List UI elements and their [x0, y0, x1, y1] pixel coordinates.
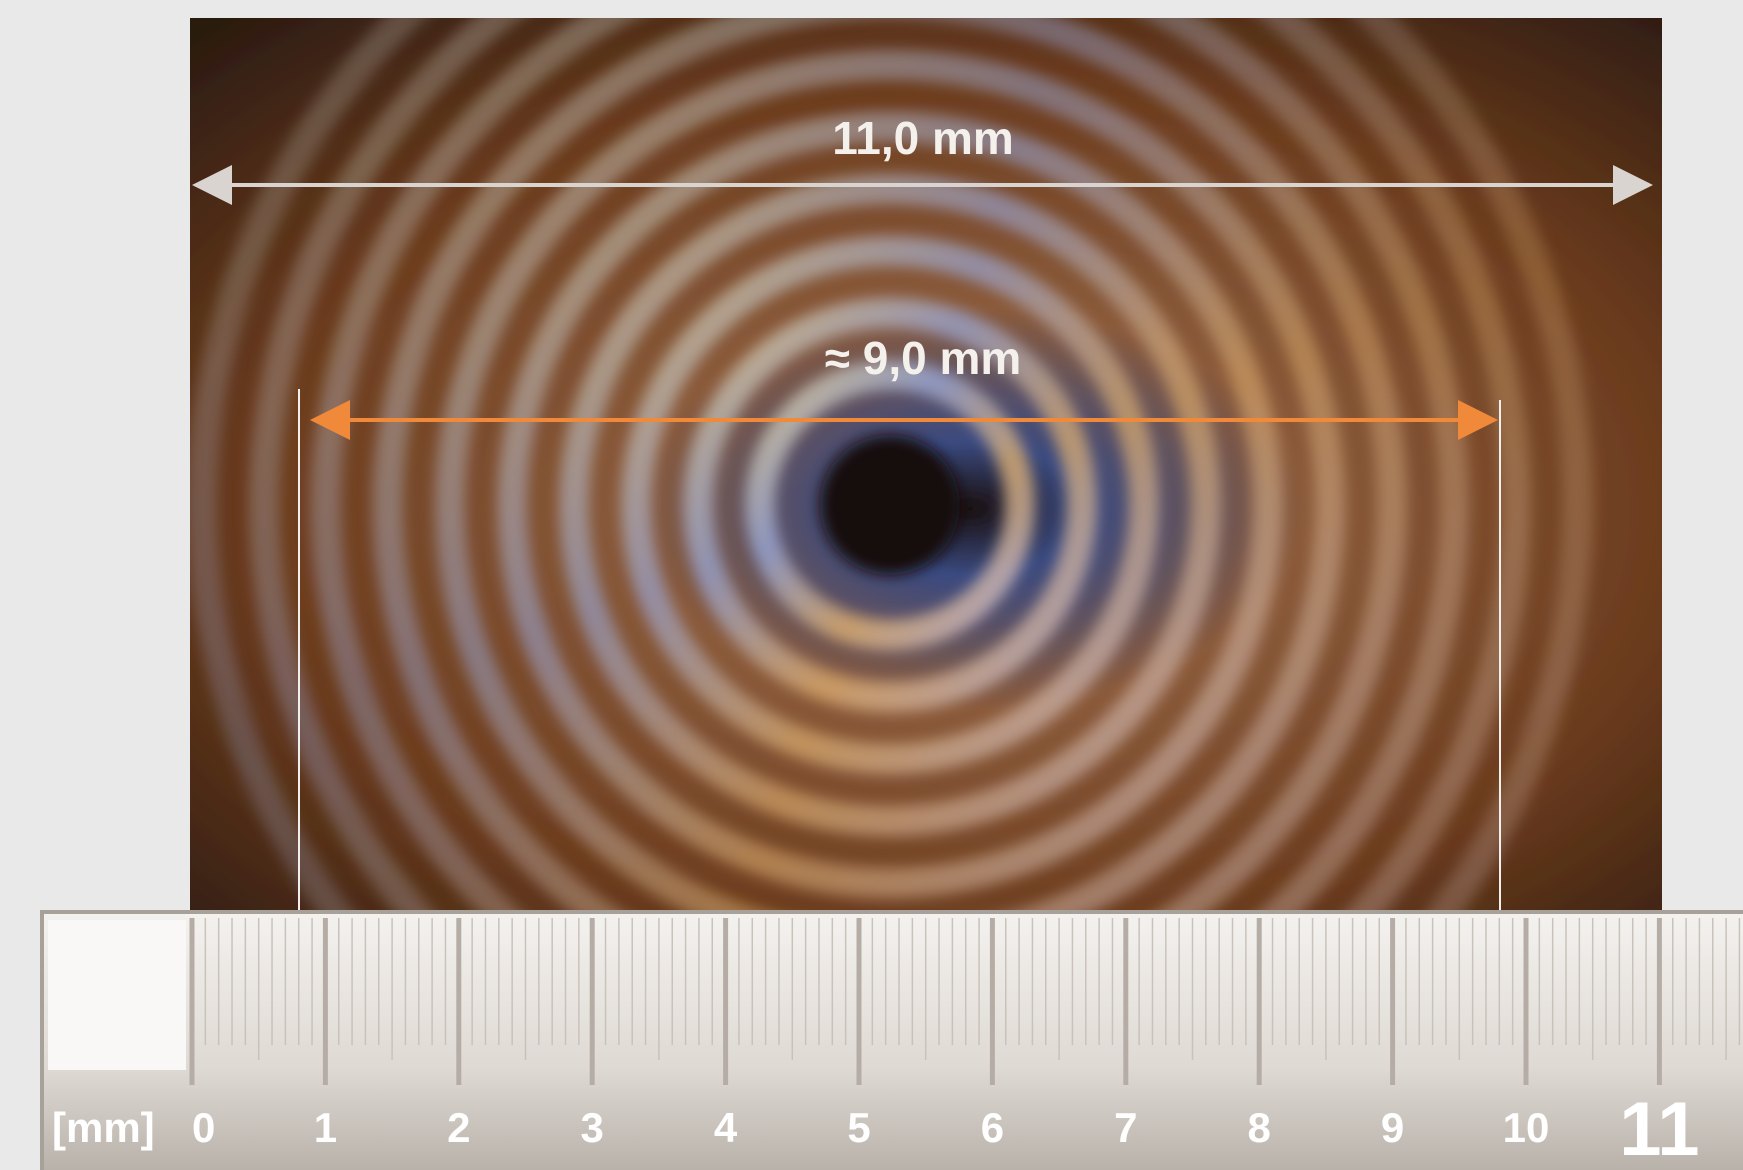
center: [820, 435, 960, 575]
ruler-label: 4: [714, 1104, 738, 1151]
ruler-label: 7: [1114, 1104, 1137, 1151]
interference-rings: [190, 18, 1593, 910]
ruler-label: 5: [847, 1104, 870, 1151]
ring: [497, 112, 1283, 898]
ring: [435, 50, 1345, 910]
ruler-label: 9: [1381, 1104, 1404, 1151]
ruler-body: [40, 910, 1743, 1170]
outer-label: 11,0 mm: [832, 112, 1014, 164]
ruler-label: 0: [192, 1104, 215, 1151]
ruler-label: 8: [1248, 1104, 1271, 1151]
ring: [621, 236, 1159, 774]
ruler-label: 10: [1503, 1104, 1550, 1151]
ruler: [mm] 0 1 2 3 4 5 6 7 8 9 10 11: [40, 910, 1743, 1170]
ring: [190, 18, 1593, 910]
ruler-unit: [mm]: [52, 1104, 155, 1151]
ruler-label: 6: [981, 1104, 1004, 1151]
ruler-label: 1: [314, 1104, 337, 1151]
ring: [249, 18, 1531, 910]
ruler-label: 2: [447, 1104, 470, 1151]
inner-label: ≈ 9,0 mm: [825, 332, 1022, 384]
ruler-label: 3: [581, 1104, 604, 1151]
ring: [745, 360, 1035, 650]
ruler-label: 11: [1619, 1087, 1699, 1170]
ring: [311, 18, 1469, 910]
ring: [373, 18, 1407, 910]
ruler-blank: [48, 920, 186, 1070]
ring: [683, 298, 1097, 712]
